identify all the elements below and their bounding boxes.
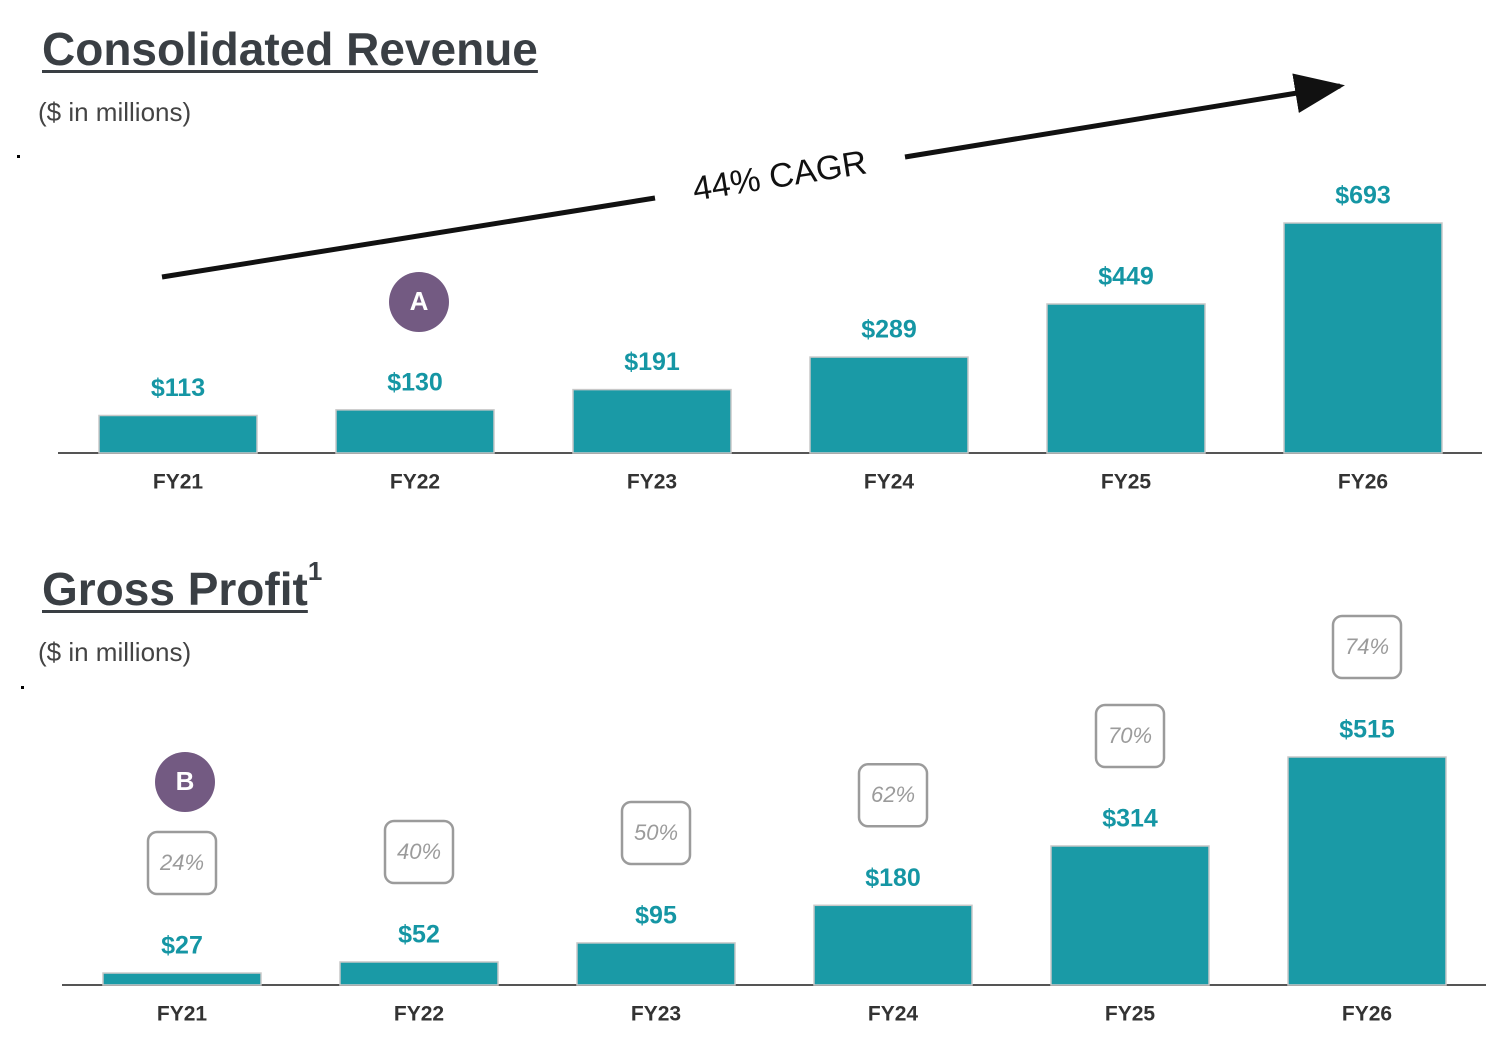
gross-profit-margin-box bbox=[1094, 703, 1166, 769]
revenue-value-label: $449 bbox=[1098, 263, 1154, 291]
gross-profit-title: Gross Profit1 bbox=[42, 556, 323, 615]
badge-b: B bbox=[155, 752, 215, 812]
gross-profit-category-label: FY21 bbox=[157, 1003, 208, 1026]
revenue-value-label: $693 bbox=[1335, 182, 1391, 210]
gross-profit-bar-fy25 bbox=[1050, 845, 1210, 986]
revenue-title: Consolidated Revenue bbox=[42, 23, 538, 75]
revenue-value-label: $113 bbox=[151, 374, 205, 402]
gross-profit-subtitle: ($ in millions) bbox=[38, 637, 192, 667]
gross-profit-category-label: FY26 bbox=[1342, 1003, 1392, 1026]
gross-profit-margin-label: 24% bbox=[159, 850, 204, 875]
gross-profit-margin-label: 40% bbox=[397, 839, 441, 864]
revenue-bar-fy23 bbox=[572, 388, 732, 454]
revenue-category-label: FY25 bbox=[1101, 471, 1152, 494]
badge-b-label: B bbox=[176, 766, 195, 796]
gross-profit-bar-fy23 bbox=[576, 942, 736, 986]
gross-profit-category-label: FY22 bbox=[394, 1003, 444, 1026]
revenue-value-label: $191 bbox=[624, 348, 680, 376]
revenue-bar-fy25 bbox=[1046, 303, 1206, 454]
revenue-bar-fy26 bbox=[1283, 222, 1443, 454]
gross-profit-value-label: $52 bbox=[398, 921, 440, 949]
revenue-category-label: FY22 bbox=[390, 471, 440, 494]
revenue-category-label: FY26 bbox=[1338, 471, 1388, 494]
gross-profit-value-label: $515 bbox=[1339, 716, 1395, 744]
gross-profit-margin-label: 50% bbox=[634, 820, 678, 845]
gross-profit-value-label: $27 bbox=[161, 932, 203, 960]
revenue-bar-fy24 bbox=[809, 356, 969, 454]
stray-dot bbox=[21, 686, 24, 689]
gross-profit-category-label: FY24 bbox=[868, 1003, 919, 1026]
gross-profit-category-label: FY25 bbox=[1105, 1003, 1156, 1026]
gross-profit-bar-fy21 bbox=[102, 972, 262, 986]
gross-profit-margin-box bbox=[857, 763, 929, 828]
cagr-arrow-left bbox=[161, 195, 656, 280]
revenue-chart: 44% CAGR A $113FY21$130FY22$191FY23$289F… bbox=[58, 73, 1482, 494]
revenue-category-label: FY23 bbox=[627, 471, 677, 494]
gross-profit-bar-fy22 bbox=[339, 961, 499, 986]
gross-profit-margin-box bbox=[1331, 614, 1403, 680]
badge-b-circle bbox=[155, 752, 215, 812]
gross-profit-margin-box bbox=[620, 800, 692, 866]
badge-a: A bbox=[389, 272, 449, 332]
gross-profit-margin-label: 74% bbox=[1345, 634, 1389, 659]
gross-profit-value-label: $95 bbox=[635, 902, 677, 930]
revenue-value-label: $130 bbox=[387, 368, 443, 396]
revenue-category-label: FY24 bbox=[864, 471, 915, 494]
gross-profit-footnote: 1 bbox=[307, 556, 323, 586]
gross-profit-margin-label: 62% bbox=[871, 782, 915, 807]
gross-profit-bars: $27 FY21 24% $52 FY22 40% $95 FY23 50% $180 FY24 62… bbox=[102, 614, 1447, 1026]
gross-profit-margin-label: 70% bbox=[1108, 723, 1152, 748]
revenue-category-label: FY21 bbox=[153, 471, 204, 494]
revenue-value-label: $289 bbox=[861, 316, 917, 344]
badge-a-label: A bbox=[410, 286, 429, 316]
gross-profit-category-label: FY23 bbox=[631, 1003, 681, 1026]
cagr-arrow-right bbox=[904, 73, 1345, 160]
revenue-bar-fy22 bbox=[335, 409, 495, 454]
gross-profit-margin-box bbox=[383, 819, 455, 885]
stray-dot bbox=[17, 155, 20, 158]
revenue-bar-fy21 bbox=[98, 414, 258, 454]
badge-a-circle bbox=[389, 272, 449, 332]
gross-profit-margin-box bbox=[146, 830, 218, 896]
revenue-subtitle: ($ in millions) bbox=[38, 97, 192, 127]
gross-profit-bar-fy26 bbox=[1287, 756, 1447, 986]
gross-profit-value-label: $314 bbox=[1102, 805, 1158, 833]
revenue-bars: $113 FY21 $130 FY22 $191 FY23 $289 FY24 $449 FY25… bbox=[98, 182, 1443, 494]
gross-profit-value-label: $180 bbox=[865, 864, 921, 892]
gross-profit-bar-fy24 bbox=[813, 904, 973, 986]
